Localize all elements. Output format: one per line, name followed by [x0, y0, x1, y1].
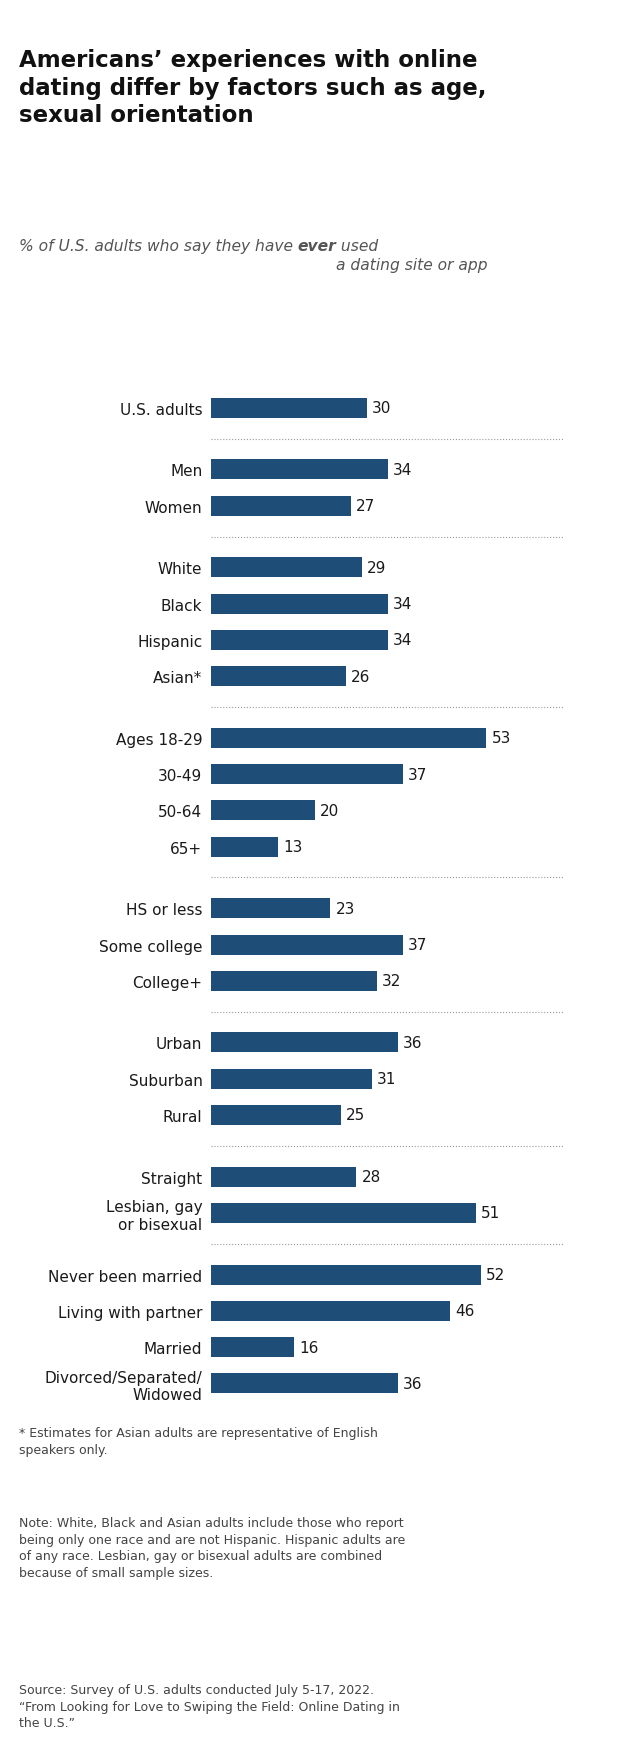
Text: 36: 36: [403, 1035, 423, 1051]
Text: 26: 26: [351, 669, 371, 683]
Bar: [211, 900, 330, 919]
Bar: [211, 631, 388, 650]
Bar: [211, 1033, 398, 1052]
Text: 32: 32: [383, 973, 402, 989]
Bar: [211, 935, 403, 956]
Bar: [211, 1337, 294, 1358]
Bar: [211, 972, 377, 991]
Text: 34: 34: [392, 462, 412, 478]
Text: Americans’ experiences with online
dating differ by factors such as age,
sexual : Americans’ experiences with online datin…: [19, 49, 486, 127]
Bar: [211, 1167, 356, 1188]
Bar: [211, 801, 315, 821]
Text: 13: 13: [283, 840, 303, 854]
Text: 23: 23: [335, 901, 355, 915]
Text: Note: White, Black and Asian adults include those who report
being only one race: Note: White, Black and Asian adults incl…: [19, 1516, 405, 1580]
Bar: [211, 497, 351, 517]
Text: 30: 30: [372, 401, 391, 416]
Text: ever: ever: [298, 239, 336, 255]
Bar: [211, 836, 278, 857]
Text: 52: 52: [486, 1267, 505, 1283]
Bar: [211, 1070, 372, 1089]
Text: 53: 53: [492, 731, 511, 747]
Text: 37: 37: [409, 768, 428, 782]
Text: % of U.S. adults who say they have: % of U.S. adults who say they have: [19, 239, 298, 255]
Text: 34: 34: [392, 597, 412, 611]
Bar: [211, 460, 388, 480]
Bar: [211, 668, 346, 687]
Bar: [211, 399, 366, 418]
Text: 36: 36: [403, 1376, 423, 1392]
Text: 46: 46: [455, 1304, 474, 1318]
Text: 31: 31: [377, 1072, 396, 1086]
Text: 16: 16: [299, 1341, 319, 1355]
Text: 37: 37: [409, 938, 428, 952]
Text: * Estimates for Asian adults are representative of English
speakers only.: * Estimates for Asian adults are represe…: [19, 1427, 378, 1457]
Bar: [211, 1204, 476, 1223]
Bar: [211, 729, 486, 748]
Bar: [211, 594, 388, 615]
Bar: [211, 1265, 481, 1284]
Text: 20: 20: [320, 803, 339, 819]
Bar: [211, 1302, 450, 1321]
Text: 27: 27: [356, 499, 376, 515]
Text: 51: 51: [481, 1205, 500, 1221]
Text: 25: 25: [346, 1109, 365, 1123]
Bar: [211, 764, 403, 785]
Bar: [211, 559, 361, 578]
Text: 29: 29: [366, 560, 386, 576]
Text: Source: Survey of U.S. adults conducted July 5-17, 2022.
“From Looking for Love : Source: Survey of U.S. adults conducted …: [19, 1683, 399, 1729]
Bar: [211, 1105, 341, 1124]
Text: 34: 34: [392, 633, 412, 648]
Text: 28: 28: [361, 1170, 381, 1184]
Bar: [211, 1374, 398, 1393]
Text: used
a dating site or app: used a dating site or app: [336, 239, 488, 272]
